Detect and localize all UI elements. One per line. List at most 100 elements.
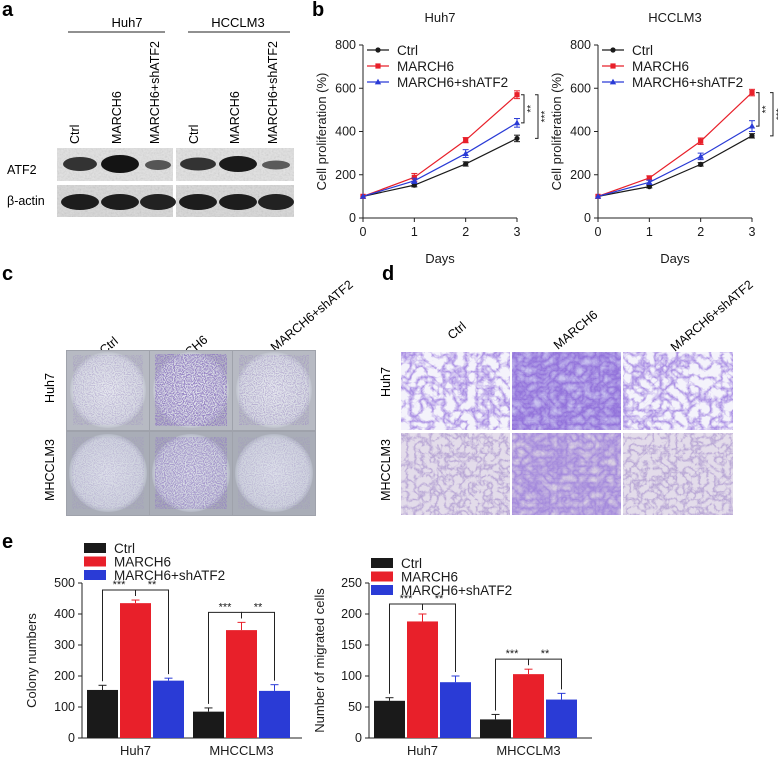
- significance-bracket: [770, 92, 774, 137]
- series-line: [362, 122, 518, 197]
- significance-label: **: [761, 105, 772, 113]
- x-tick-label: MHCCLM3: [209, 743, 273, 758]
- y-tick-label: 400: [570, 125, 591, 139]
- colony-row-label: Huh7: [43, 373, 57, 403]
- transwell-panel: Ctrl MARCH6 MARCH6+shATF2 Huh7 MHCCLM3: [379, 277, 756, 515]
- x-axis-label: Days: [425, 251, 455, 266]
- blot-row-label-atf2: ATF2: [7, 163, 37, 177]
- legend-label: MARCH6+shATF2: [397, 75, 508, 90]
- significance-label: ***: [400, 593, 414, 605]
- data-point: [463, 161, 469, 167]
- y-tick-label: 400: [54, 607, 75, 621]
- series-line: [597, 135, 753, 197]
- significance-label: **: [148, 579, 157, 591]
- bar: [480, 719, 511, 738]
- transwell-row-label: MHCCLM3: [379, 439, 393, 501]
- x-tick-label: 2: [462, 225, 469, 239]
- legend-label: MARCH6: [397, 59, 454, 74]
- legend-label: MARCH6+shATF2: [114, 568, 225, 583]
- significance-label: ***: [775, 108, 778, 120]
- x-tick-label: 3: [514, 225, 521, 239]
- data-point: [411, 177, 418, 184]
- y-tick-label: 100: [54, 700, 75, 714]
- legend-label: MARCH6: [632, 59, 689, 74]
- legend-marker: [375, 47, 381, 53]
- blot-lane-label: MARCH6: [110, 91, 124, 144]
- transwell-row-label: Huh7: [379, 367, 393, 397]
- series-line: [597, 92, 753, 197]
- x-tick-label: 1: [646, 225, 653, 239]
- data-point: [749, 133, 755, 139]
- legend-marker: [374, 78, 382, 85]
- colony-col-label: MARCH6+shATF2: [268, 277, 356, 354]
- significance-label: ***: [219, 601, 233, 613]
- data-point: [698, 161, 704, 167]
- y-tick-label: 200: [570, 168, 591, 182]
- legend-label: MARCH6: [401, 570, 458, 585]
- legend-marker: [610, 63, 616, 69]
- bar: [120, 603, 151, 738]
- y-axis-label: Cell proliferation (%): [549, 73, 564, 191]
- y-tick-label: 200: [341, 607, 362, 621]
- x-tick-label: Huh7: [407, 743, 438, 758]
- migration-bar-chart: 0 50 100 150 200 250 Number of migrated cells H…: [312, 556, 592, 758]
- data-point: [514, 92, 520, 98]
- y-tick-label: 600: [335, 81, 356, 95]
- bar: [153, 680, 184, 738]
- legend-label: Ctrl: [397, 43, 418, 58]
- chart-title: Huh7: [424, 10, 455, 25]
- y-axis-label: Cell proliferation (%): [314, 73, 329, 191]
- blot-lane-label: Ctrl: [68, 125, 82, 144]
- x-tick-label: 3: [749, 225, 756, 239]
- blot-row-label-actin: β-actin: [7, 194, 45, 208]
- legend-swatch: [84, 570, 106, 580]
- blot-strip-actin: [57, 185, 294, 217]
- series-line: [597, 125, 753, 197]
- legend-swatch: [371, 585, 393, 595]
- data-point: [698, 138, 704, 144]
- significance-label: **: [541, 648, 550, 660]
- panel-label-d: d: [382, 263, 394, 285]
- legend-label: Ctrl: [401, 556, 422, 571]
- blot-group-label-hcclm3: HCCLM3: [211, 15, 264, 30]
- bar: [440, 682, 471, 738]
- y-tick-label: 100: [341, 669, 362, 683]
- data-point: [514, 135, 520, 142]
- y-tick-label: 0: [355, 731, 362, 745]
- significance-bracket: [535, 94, 539, 139]
- y-tick-label: 250: [341, 576, 362, 590]
- data-point: [646, 179, 653, 185]
- legend-marker: [610, 47, 616, 53]
- significance-bracket: [756, 92, 760, 127]
- significance-bracket: [135, 589, 169, 675]
- data-point: [462, 150, 469, 156]
- data-point: [359, 193, 367, 199]
- blot-strip-atf2: [57, 148, 294, 181]
- series-line: [362, 137, 518, 197]
- chart-title: HCCLM3: [648, 10, 701, 25]
- x-tick-label: 2: [697, 225, 704, 239]
- colony-panel: Ctrl MARCH6 MARCH6+shATF2 Huh7 MHCCLM3: [43, 277, 356, 516]
- bar: [193, 711, 224, 738]
- y-tick-label: 300: [54, 638, 75, 652]
- legend-label: MARCH6+shATF2: [401, 583, 512, 598]
- legend-label: MARCH6+shATF2: [632, 75, 743, 90]
- blot-lane-label: MARCH6+shATF2: [148, 41, 162, 144]
- significance-label: ***: [113, 579, 127, 591]
- x-tick-label: 1: [411, 225, 418, 239]
- x-axis-label: Days: [660, 251, 690, 266]
- data-point: [513, 119, 521, 126]
- y-tick-label: 800: [335, 38, 356, 52]
- legend-swatch: [371, 571, 393, 582]
- data-point: [748, 122, 756, 129]
- proliferation-chart-huh7: Huh7 0 200 400 600 800 0 1 2 3 Days Cell proliferat…: [314, 10, 551, 266]
- significance-label: **: [435, 593, 444, 605]
- transwell-col-label: Ctrl: [445, 319, 469, 342]
- y-tick-label: 500: [54, 576, 75, 590]
- panel-label-e: e: [2, 531, 13, 553]
- legend-label: MARCH6: [114, 555, 171, 570]
- significance-bracket: [422, 603, 456, 672]
- y-tick-label: 150: [341, 638, 362, 652]
